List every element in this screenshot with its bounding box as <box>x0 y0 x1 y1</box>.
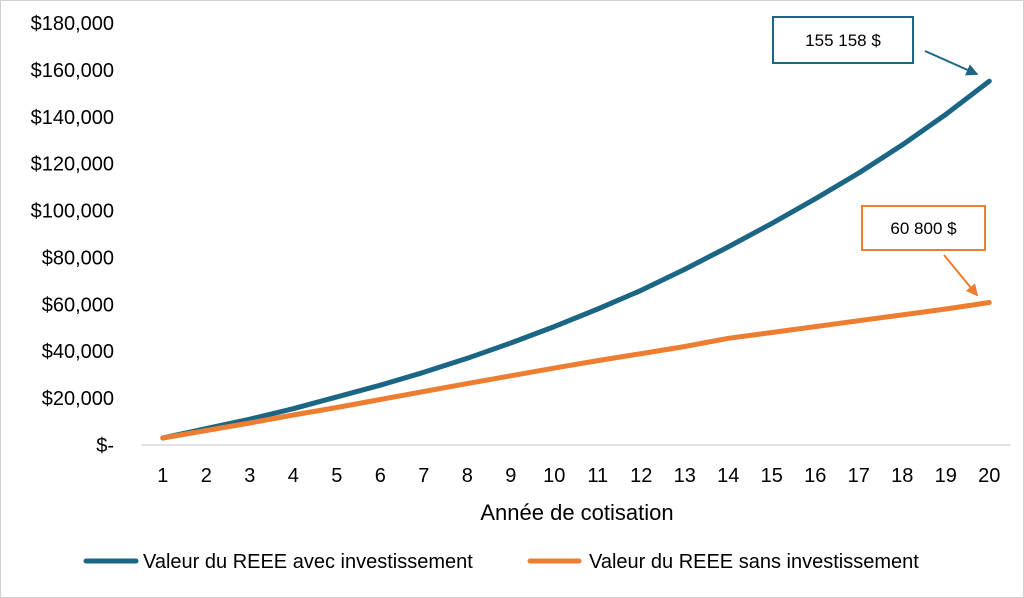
x-tick-label: 3 <box>244 465 255 487</box>
callout-box-2 <box>861 205 986 251</box>
legend: Valeur du REEE avec investissement Valeur… <box>83 551 919 573</box>
y-tick-label: $40,000 <box>42 341 114 363</box>
y-tick-label: $20,000 <box>42 388 114 410</box>
x-tick-label: 10 <box>543 465 565 487</box>
x-tick-label: 14 <box>717 465 739 487</box>
y-tick-label: $140,000 <box>31 107 114 129</box>
x-tick-label: 19 <box>935 465 957 487</box>
x-tick-label: 18 <box>891 465 913 487</box>
x-tick-label: 1 <box>157 465 168 487</box>
y-tick-label: $- <box>96 435 114 457</box>
series-line-2 <box>160 300 992 441</box>
y-axis-ticks: $- $20,000 $40,000 $60,000 $80,000 $100,000 $1… <box>31 13 114 457</box>
x-tick-label: 20 <box>978 465 1000 487</box>
x-tick-label: 9 <box>505 465 516 487</box>
y-tick-label: $80,000 <box>42 247 114 269</box>
callout-arrow-1 <box>924 50 979 76</box>
y-tick-label: $180,000 <box>31 13 114 35</box>
x-tick-label: 17 <box>848 465 870 487</box>
x-tick-label: 15 <box>761 465 783 487</box>
y-tick-label: $100,000 <box>31 201 114 223</box>
x-tick-label: 2 <box>201 465 212 487</box>
callout-arrow-2 <box>943 254 979 297</box>
y-tick-label: $120,000 <box>31 154 114 176</box>
x-tick-label: 6 <box>375 465 386 487</box>
legend-label-2: Valeur du REEE sans investissement <box>589 551 919 573</box>
x-tick-label: 13 <box>674 465 696 487</box>
y-tick-label: $60,000 <box>42 294 114 316</box>
x-tick-label: 16 <box>804 465 826 487</box>
x-tick-label: 12 <box>630 465 652 487</box>
x-tick-label: 7 <box>418 465 429 487</box>
x-tick-label: 11 <box>587 465 608 487</box>
callout-box-1 <box>772 16 914 64</box>
x-tick-label: 8 <box>462 465 473 487</box>
legend-label-1: Valeur du REEE avec investissement <box>143 551 473 573</box>
x-tick-label: 5 <box>331 465 342 487</box>
series-layer <box>160 78 992 441</box>
x-axis-ticks: 1 2 3 4 5 6 7 8 9 10 11 12 13 14 15 16 17 18 19 20 <box>157 465 1000 487</box>
y-tick-label: $160,000 <box>31 60 114 82</box>
annotation-layer: 155 158 $ 60 800 $ <box>772 16 986 297</box>
x-axis-title: Année de cotisation <box>480 500 673 525</box>
callout-label-2: 60 800 $ <box>890 219 957 238</box>
callout-label-1: 155 158 $ <box>805 31 881 50</box>
series-line-1 <box>160 78 992 441</box>
x-tick-label: 4 <box>288 465 299 487</box>
